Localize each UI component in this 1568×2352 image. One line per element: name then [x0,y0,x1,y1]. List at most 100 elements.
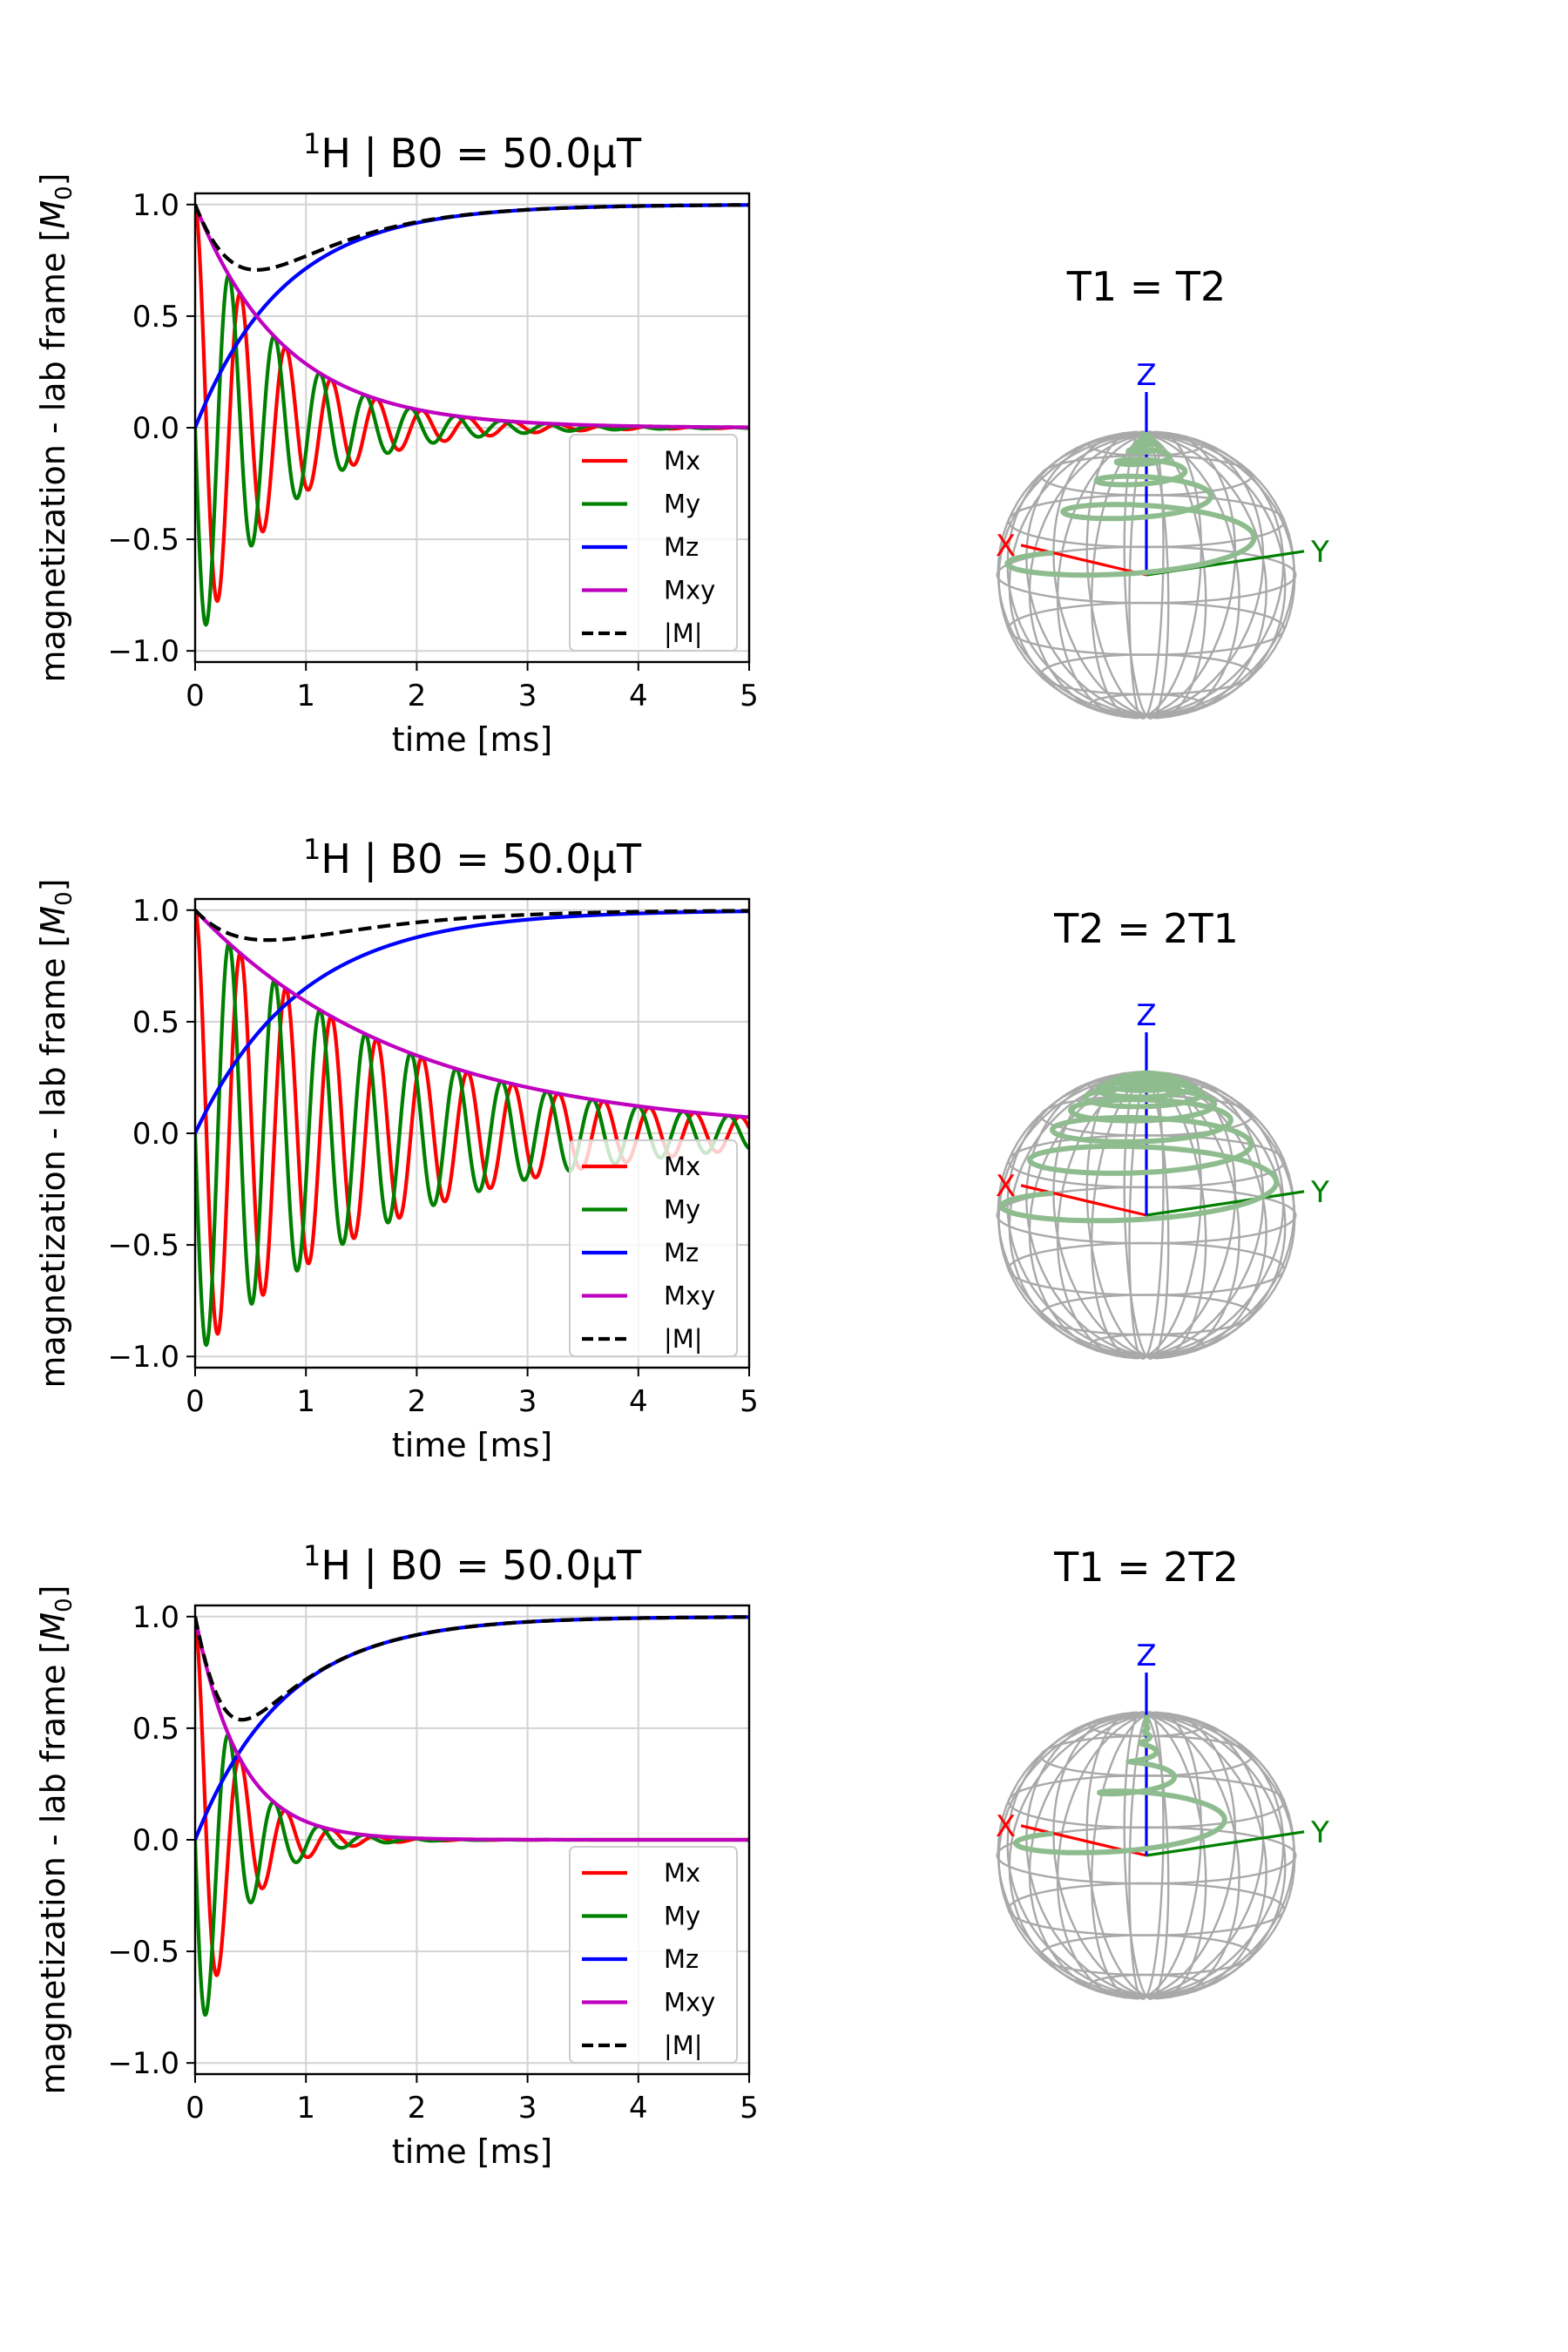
z-axis-letter: Z [1136,1639,1156,1673]
series-line-mxy [195,204,749,429]
sphere-longitude [1025,432,1267,718]
x-tick-label: 4 [629,1384,648,1419]
legend-label: Mx [664,1858,700,1888]
sphere-longitude [1025,1713,1267,1998]
legend-label: Mx [664,446,700,476]
legend: Mx My Mz Mxy |M| [569,1846,738,2064]
x-tick-label: 0 [186,2091,205,2126]
y-tick-label: −0.5 [107,1228,179,1263]
series-line-abs-mabs- [195,203,749,272]
x-tick-label: 5 [740,1384,759,1419]
y-tick-label: 0.0 [132,1823,179,1858]
legend-label: Mz [664,532,699,562]
x-tick-label: 2 [408,1384,427,1419]
x-tick-label: 0 [186,1384,205,1419]
y-tick-label: 1.0 [132,894,179,929]
y-axis-letter: Y [1310,1175,1329,1210]
x-tick-label: 1 [296,679,315,713]
x-axis-line [1020,544,1147,577]
x-tick-label: 0 [186,679,205,713]
series-line-abs-mabs- [195,909,749,943]
y-tick-label: −0.5 [107,523,179,558]
x-tick-label: 5 [740,679,759,713]
legend-label: Mxy [664,576,715,605]
sphere-longitude [1025,1072,1267,1358]
legend-box [569,1846,738,2064]
y-tick-label: 0.0 [132,1117,179,1152]
z-axis-letter: Z [1136,358,1156,393]
series-line-my [195,273,749,627]
sphere-title: T1 = 2T2 [1053,1544,1239,1591]
x-tick-label: 3 [518,2091,537,2126]
sphere-latitude [1007,601,1286,656]
legend-box [569,1139,738,1357]
legend-label: My [664,1195,700,1225]
y-axis-line [1146,1830,1305,1857]
x-tick-label: 2 [408,679,427,713]
legend-box [569,434,738,652]
y-tick-label: −1.0 [107,1340,179,1375]
y-tick-label: 0.5 [132,300,179,335]
x-axis-label: time [ms] [392,1426,552,1464]
legend: Mx My Mz Mxy |M| [569,434,738,652]
y-axis-label: magnetization - lab frame [M0] [34,172,78,682]
legend-label: |M| [664,618,703,648]
bloch-sphere-3: T1 = 2T2 X Y Z [996,1544,1329,2000]
y-axis-letter: Y [1310,535,1329,570]
data-series-group [195,1615,749,2017]
x-tick-label: 3 [518,679,537,713]
x-axis-letter: X [996,1809,1016,1844]
x-axis-label: time [ms] [392,720,552,759]
sphere-latitude [1007,1882,1286,1936]
y-tick-label: 1.0 [132,1600,179,1635]
x-tick-label: 5 [740,2091,759,2126]
y-axis-letter: Y [1310,1815,1329,1850]
x-axis-label: time [ms] [392,2132,552,2171]
legend-label: Mx [664,1152,700,1181]
series-line-mxy [195,1616,749,1842]
legend-label: Mxy [664,1988,715,2017]
z-axis-letter: Z [1136,998,1156,1033]
data-series-group [195,203,749,627]
chart-panel-3: 0 1 2 3 4 5 1.0 0.5 0.0 −0.5 −1.0 time [ms] magnetiz… [34,1539,759,2171]
chart-panel-1: 0 1 2 3 4 5 1.0 0.5 0.0 −0.5 −1.0 time [ms] magnetiz… [34,127,759,759]
x-tick-label: 4 [629,679,648,713]
sphere-latitude [1007,1241,1286,1296]
x-axis-letter: X [996,529,1016,564]
series-line-mx [195,909,749,1336]
y-tick-label: −1.0 [107,2046,179,2081]
y-axis-line [1146,1190,1305,1217]
sphere-title: T1 = T2 [1066,263,1227,310]
chart-title: 1H | B0 = 50.0μT [303,833,642,883]
chart-title: 1H | B0 = 50.0μT [303,1539,642,1590]
x-tick-label: 4 [629,2091,648,2126]
x-tick-label: 3 [518,1384,537,1419]
legend-label: |M| [664,1324,703,1354]
y-axis-label: magnetization - lab frame [M0] [34,878,78,1388]
series-line-abs-mabs- [195,1615,749,1722]
legend-label: My [664,490,700,519]
y-tick-label: −1.0 [107,634,179,669]
bloch-sphere-1: T1 = T2 X Y Z [996,263,1329,720]
magnetization-trajectory [998,1070,1280,1224]
y-tick-label: 0.5 [132,1712,179,1747]
bloch-sphere-2: T2 = 2T1 X Y Z [996,905,1329,1360]
sphere-title: T2 = 2T1 [1053,905,1239,952]
legend-label: |M| [664,2031,703,2060]
legend: Mx My Mz Mxy |M| [569,1139,738,1357]
x-axis-letter: X [996,1169,1016,1204]
y-tick-label: 0.5 [132,1005,179,1040]
legend-label: Mz [664,1238,699,1267]
x-tick-label: 1 [296,1384,315,1419]
series-line-mxy [195,909,749,1119]
y-tick-label: 0.0 [132,411,179,446]
magnetization-trajectory [1012,1714,1227,1855]
chart-title: 1H | B0 = 50.0μT [303,127,642,178]
y-axis-label: magnetization - lab frame [M0] [34,1585,78,2094]
y-tick-label: −0.5 [107,1935,179,1970]
chart-panel-2: 0 1 2 3 4 5 1.0 0.5 0.0 −0.5 −1.0 time [ms] magnetiz… [34,833,759,1464]
magnetization-trajectory [1004,431,1257,578]
x-tick-label: 1 [296,2091,315,2126]
x-axis-line [1020,1184,1147,1217]
